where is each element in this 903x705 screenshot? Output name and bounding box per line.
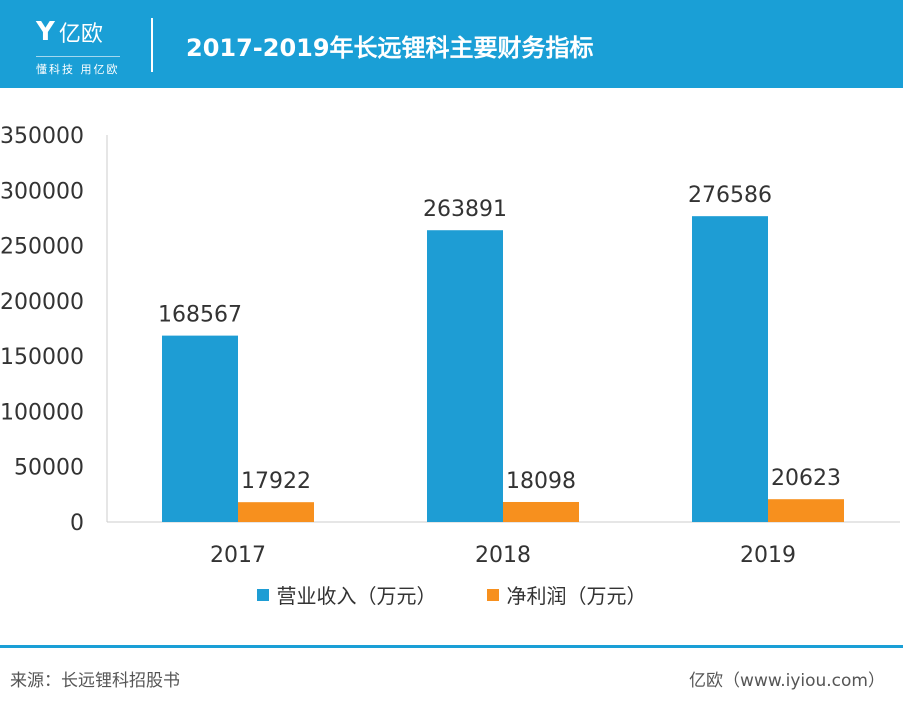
legend-label: 营业收入（万元）: [276, 584, 437, 608]
x-tick-label: 2019: [740, 543, 796, 568]
y-tick-label: 300000: [0, 179, 84, 204]
legend: 营业收入（万元） 净利润（万元）: [0, 580, 903, 609]
legend-item-revenue: 营业收入（万元）: [256, 580, 437, 609]
legend-swatch: [256, 588, 269, 601]
y-tick-label: 250000: [0, 235, 84, 260]
data-label: 263891: [423, 197, 507, 222]
data-label: 17922: [241, 469, 311, 494]
page-title: 2017-2019年长远锂科主要财务指标: [186, 34, 594, 62]
bar: [162, 335, 238, 522]
bar: [503, 501, 579, 522]
slogan: 懂科技 用亿欧: [36, 56, 120, 77]
data-label: 20623: [771, 466, 841, 491]
legend-label: 净利润（万元）: [506, 584, 647, 608]
y-tick-label: 100000: [0, 400, 84, 425]
data-label: 168567: [158, 303, 242, 328]
x-tick-label: 2018: [475, 543, 531, 568]
logo: Y 亿欧 懂科技 用亿欧: [36, 16, 120, 77]
bar: [238, 502, 314, 522]
y-tick-label: 200000: [0, 290, 84, 315]
credit-text: 亿欧（www.iyiou.com）: [689, 671, 885, 691]
y-tick-label: 50000: [14, 456, 84, 481]
source-text: 来源：长远锂科招股书: [10, 671, 180, 691]
data-label: 276586: [688, 183, 772, 208]
divider: [151, 18, 153, 72]
y-tick-label: 350000: [0, 124, 84, 149]
bar: [692, 216, 768, 522]
logo-y-icon: Y: [36, 17, 55, 47]
header-banner: Y 亿欧 懂科技 用亿欧 2017-2019年长远锂科主要财务指标: [0, 0, 903, 88]
x-tick-label: 2017: [210, 543, 266, 568]
legend-swatch: [486, 588, 499, 601]
bar: [427, 230, 503, 522]
logo-text: 亿欧: [58, 22, 103, 47]
data-label: 18098: [506, 469, 576, 494]
footer-divider: [0, 645, 903, 648]
y-tick-label: 150000: [0, 345, 84, 370]
legend-item-profit: 净利润（万元）: [486, 580, 647, 609]
bar: [768, 499, 844, 522]
y-tick-label: 0: [70, 511, 84, 536]
